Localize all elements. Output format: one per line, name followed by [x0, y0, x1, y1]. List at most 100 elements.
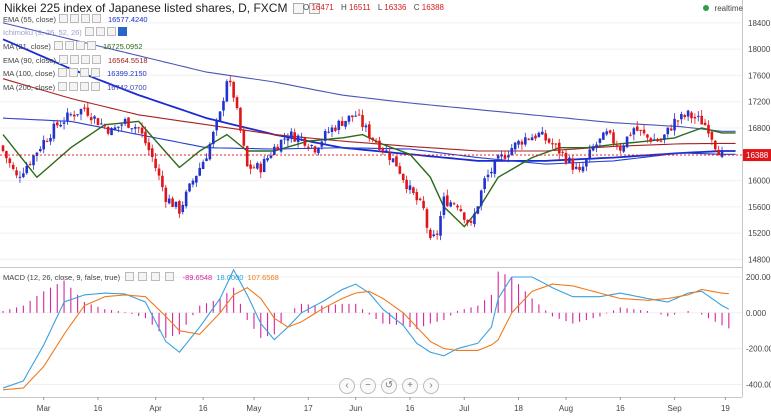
candle-body: [171, 198, 174, 207]
indicator-settings-icon[interactable]: [58, 14, 68, 23]
candle-body: [669, 128, 673, 131]
candle-body: [245, 146, 249, 167]
indicator-close-icon[interactable]: [91, 55, 101, 64]
candle-body: [534, 135, 537, 139]
candle-body: [435, 233, 439, 235]
candle-body: [422, 200, 425, 209]
macd-label[interactable]: MACD (12, 26, close, 9, false, true): [3, 273, 121, 282]
candle-body: [313, 146, 317, 153]
indicator-close-icon[interactable]: [117, 27, 127, 36]
candle-body: [466, 219, 469, 223]
ohlc-low-key: L: [377, 3, 383, 12]
indicator-close-icon[interactable]: [91, 82, 101, 91]
candle-body: [469, 220, 473, 223]
candle-body: [157, 168, 161, 176]
candle-body: [530, 137, 534, 141]
price-tick-label: 17200: [748, 98, 771, 107]
time-tick-label: 16: [406, 404, 415, 413]
time-tick-label: Aug: [559, 404, 573, 413]
indicator-close-icon[interactable]: [91, 68, 101, 77]
price-tick-label: 14800: [748, 255, 771, 264]
indicator-settings-icon[interactable]: [53, 41, 63, 50]
ohlc-high-value: 16511: [348, 3, 371, 12]
price-tick-label: 16800: [748, 124, 771, 133]
candle-body: [211, 131, 215, 145]
indicator-add-icon[interactable]: [80, 82, 90, 91]
candle-body: [205, 158, 208, 162]
candle-body: [503, 155, 507, 159]
zoom-in-button[interactable]: +: [402, 378, 418, 394]
macd-tick-label: -200.000: [746, 345, 771, 354]
candle-body: [646, 134, 649, 138]
indicator-settings-icon[interactable]: [58, 55, 68, 64]
indicator-label[interactable]: MA (100, close): [3, 69, 56, 78]
candle-body: [676, 120, 680, 122]
candle-body: [479, 190, 483, 206]
reset-zoom-button[interactable]: ↺: [381, 378, 397, 394]
indicator-label[interactable]: EMA (90, close): [3, 56, 56, 65]
scroll-left-button[interactable]: ‹: [339, 378, 355, 394]
candle-body: [591, 146, 595, 151]
time-tick-label: 19: [721, 404, 730, 413]
candle-body: [218, 111, 222, 121]
indicator-label[interactable]: Ichimoku (9, 26, 52, 26): [3, 28, 82, 37]
indicator-settings-icon[interactable]: [84, 27, 94, 36]
indicator-hide-icon[interactable]: [64, 41, 74, 50]
candle-body: [507, 155, 510, 158]
scroll-right-button[interactable]: ›: [423, 378, 439, 394]
time-tick-label: Jun: [349, 404, 362, 413]
indicator-settings-icon[interactable]: [58, 68, 68, 77]
indicator-close-icon[interactable]: [91, 14, 101, 23]
indicator-hide-icon[interactable]: [69, 55, 79, 64]
indicator-add-icon[interactable]: [80, 14, 90, 23]
candle-body: [496, 155, 500, 159]
candle-body: [442, 196, 446, 216]
macd-settings-icon[interactable]: [125, 272, 135, 281]
compare-icon[interactable]: [309, 3, 321, 14]
candle-body: [368, 124, 371, 139]
indicator-hide-icon[interactable]: [95, 27, 105, 36]
indicator-close-icon[interactable]: [86, 41, 96, 50]
indicator-row: MA (200, close) 16742.0700: [3, 82, 147, 92]
candle-body: [79, 108, 83, 115]
candle-body: [415, 192, 419, 201]
indicator-controls: [58, 55, 103, 65]
indicator-label[interactable]: EMA (55, close): [3, 15, 56, 24]
candle-body: [161, 175, 164, 188]
indicator-label[interactable]: MA (21, close): [3, 42, 51, 51]
indicator-hide-icon[interactable]: [69, 14, 79, 23]
indicator-settings-icon[interactable]: [58, 82, 68, 91]
indicator-row: EMA (90, close) 16564.5518: [3, 55, 148, 65]
candle-body: [561, 151, 564, 153]
candle-body: [554, 143, 558, 145]
indicator-add-icon[interactable]: [75, 41, 85, 50]
macd-add-icon[interactable]: [151, 272, 161, 281]
candle-body: [605, 131, 609, 135]
indicator-controls: [58, 14, 103, 24]
indicator-add-icon[interactable]: [80, 68, 90, 77]
candle-body: [720, 150, 724, 157]
candle-body: [642, 129, 646, 134]
overlay-line: [2, 38, 736, 162]
candle-body: [147, 142, 151, 151]
indicator-add-icon[interactable]: [80, 55, 90, 64]
candle-body: [327, 131, 330, 133]
macd-close-icon[interactable]: [164, 272, 174, 281]
candle-body: [35, 152, 39, 156]
candle-body: [42, 139, 46, 150]
candle-body: [524, 137, 527, 145]
indicator-add-icon[interactable]: [106, 27, 116, 36]
candle-body: [242, 129, 246, 146]
indicator-controls: [84, 27, 129, 37]
candle-body: [588, 149, 592, 159]
candle-body: [72, 114, 76, 117]
indicator-label[interactable]: MA (200, close): [3, 83, 56, 92]
macd-hide-icon[interactable]: [138, 272, 148, 281]
zoom-out-button[interactable]: −: [360, 378, 376, 394]
indicator-hide-icon[interactable]: [69, 68, 79, 77]
candle-body: [191, 180, 195, 185]
indicator-hide-icon[interactable]: [69, 82, 79, 91]
settings-icon[interactable]: [292, 3, 304, 14]
